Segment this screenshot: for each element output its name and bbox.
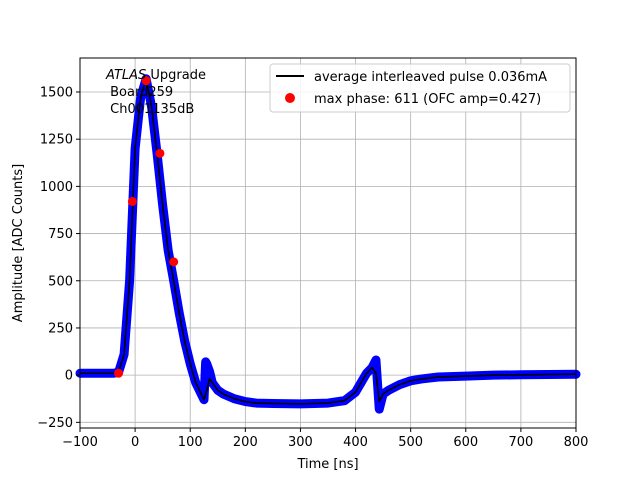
x-tick-label: 200 bbox=[233, 435, 258, 450]
x-axis-label: Time [ns] bbox=[296, 457, 358, 472]
annotation-atlas: ATLAS bbox=[105, 68, 146, 83]
average-pulse-line bbox=[80, 77, 577, 405]
blue-data-point bbox=[205, 367, 214, 376]
annotation-line3: Ch001135dB bbox=[106, 102, 194, 117]
legend-entry-average: average interleaved pulse 0.036mA bbox=[314, 70, 547, 85]
x-tick-label: 400 bbox=[343, 435, 368, 450]
y-tick-label: 500 bbox=[48, 274, 73, 289]
annotation-line1: ATLAS Upgrade bbox=[105, 68, 206, 83]
blue-data-point bbox=[375, 405, 384, 414]
plot-frame bbox=[79, 57, 577, 429]
y-tick-label: −250 bbox=[37, 416, 73, 431]
legend-entry-max-phase: max phase: 611 (OFC amp=0.427) bbox=[314, 92, 541, 107]
max-phase-point bbox=[141, 76, 151, 86]
max-phase-point bbox=[114, 368, 124, 378]
y-tick-label: 1000 bbox=[40, 180, 73, 195]
y-tick-label: 1500 bbox=[40, 85, 73, 100]
x-tick-label: 100 bbox=[178, 435, 203, 450]
blue-data-band bbox=[75, 74, 581, 414]
blue-data-point bbox=[371, 356, 380, 365]
x-tick-label: 300 bbox=[288, 435, 313, 450]
y-tick-label: 0 bbox=[65, 369, 73, 384]
x-tick-label: 600 bbox=[453, 435, 478, 450]
legend: average interleaved pulse 0.036mA max ph… bbox=[269, 63, 571, 113]
x-tick-label: 800 bbox=[564, 435, 589, 450]
annotation: ATLAS Upgrade Board259 Ch001135dB bbox=[105, 68, 206, 117]
y-tick-label: 250 bbox=[48, 321, 73, 336]
x-tick-label: −100 bbox=[62, 435, 98, 450]
legend-box bbox=[269, 63, 571, 113]
x-tick-label: 500 bbox=[398, 435, 423, 450]
legend-point-marker bbox=[285, 93, 295, 103]
max-phase-point bbox=[155, 148, 165, 158]
max-phase-point bbox=[127, 196, 137, 206]
max-phase-point bbox=[169, 257, 179, 267]
y-axis-label: Amplitude [ADC Counts] bbox=[11, 164, 26, 322]
y-tick-label: 1250 bbox=[40, 133, 73, 148]
annotation-upgrade: Upgrade bbox=[146, 68, 206, 83]
y-ticks: −250 0 250 500 750 1000 1250 1500 bbox=[37, 85, 80, 431]
series-layer bbox=[80, 76, 577, 405]
blue-data-point bbox=[202, 359, 211, 368]
annotation-line2: Board259 bbox=[106, 85, 173, 100]
y-tick-label: 750 bbox=[48, 227, 73, 242]
x-tick-label: 0 bbox=[131, 435, 139, 450]
x-tick-label: 700 bbox=[508, 435, 533, 450]
x-ticks: −100 0 100 200 300 400 500 600 700 800 bbox=[62, 428, 588, 450]
